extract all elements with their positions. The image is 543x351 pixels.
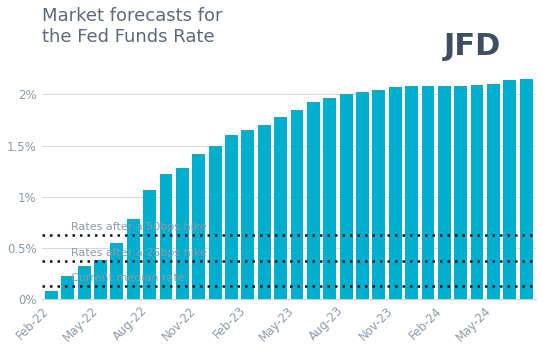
Bar bbox=[110, 243, 123, 299]
Bar bbox=[356, 92, 369, 299]
Bar bbox=[94, 260, 107, 299]
Bar bbox=[323, 98, 336, 299]
Bar bbox=[421, 86, 434, 299]
Bar bbox=[176, 168, 189, 299]
Bar bbox=[372, 90, 385, 299]
Text: Market forecasts for
the Fed Funds Rate: Market forecasts for the Fed Funds Rate bbox=[42, 7, 222, 46]
Bar bbox=[160, 174, 172, 299]
Text: JFD: JFD bbox=[444, 32, 501, 61]
Bar bbox=[520, 79, 533, 299]
Text: Rates after a 25bps hike: Rates after a 25bps hike bbox=[71, 248, 207, 258]
Bar bbox=[438, 86, 451, 299]
Bar bbox=[340, 94, 352, 299]
Text: Current median rate: Current median rate bbox=[71, 273, 185, 283]
Bar bbox=[192, 154, 205, 299]
Bar bbox=[242, 130, 254, 299]
Bar bbox=[78, 266, 91, 299]
Bar bbox=[45, 291, 58, 299]
Bar bbox=[291, 110, 304, 299]
Bar bbox=[274, 117, 287, 299]
Bar bbox=[61, 276, 74, 299]
Bar bbox=[225, 135, 238, 299]
Bar bbox=[454, 86, 467, 299]
Text: Rates after a 50bps hike: Rates after a 50bps hike bbox=[71, 222, 207, 232]
Bar bbox=[209, 146, 222, 299]
Bar bbox=[307, 102, 320, 299]
Bar bbox=[405, 86, 418, 299]
Bar bbox=[487, 84, 500, 299]
Bar bbox=[389, 87, 402, 299]
Bar bbox=[143, 190, 156, 299]
Bar bbox=[471, 85, 483, 299]
Bar bbox=[503, 80, 516, 299]
Bar bbox=[258, 125, 270, 299]
Bar bbox=[127, 219, 140, 299]
